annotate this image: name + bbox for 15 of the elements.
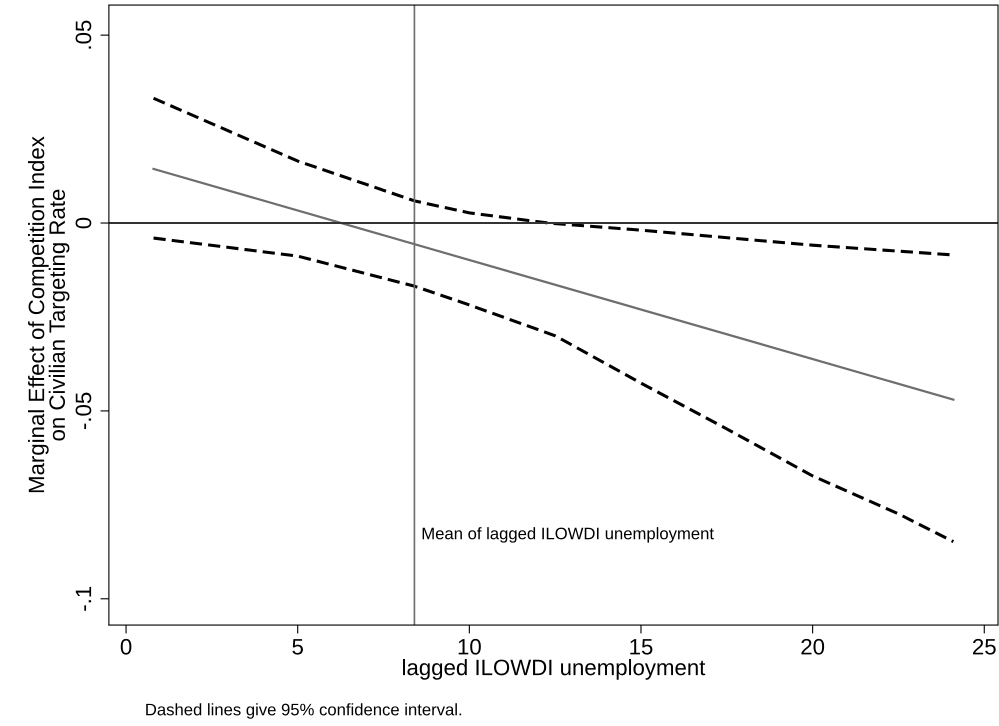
x-tick-label: 10 [458,638,481,655]
line-series [152,236,955,544]
x-tick-label: 5 [292,639,303,655]
x-tick-label: 20 [801,638,824,655]
x-tick-label: 0 [120,638,132,655]
y-tick-label: 0 [76,218,92,228]
y-tick-label: -.05 [76,392,92,430]
x-tick-label: 15 [630,639,652,655]
y-tick-label: .05 [76,20,92,49]
x-axis-title: lagged ILOWDI unemployment [403,658,706,680]
x-tick-label: 25 [973,638,996,655]
y-tick-label: -.1 [76,586,92,611]
text: Dashed lines give 95% confidence interval. [146,703,462,719]
annotation: Mean of lagged ILOWDI unemployment [422,527,714,543]
y-axis-title: Marginal Effect of Competition Index on Civilian Targeting Rate [28,136,70,492]
